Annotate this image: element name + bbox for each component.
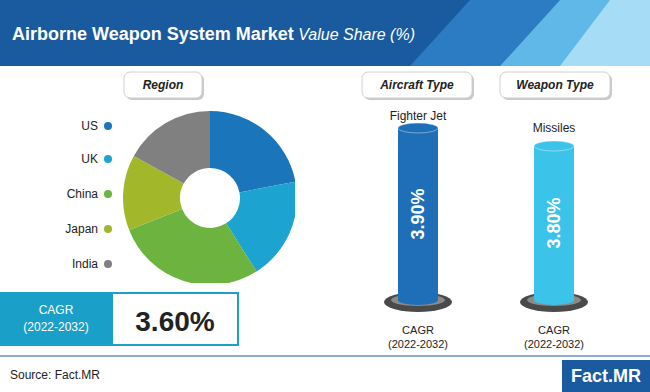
svg-text:Weapon Type: Weapon Type	[516, 78, 594, 92]
svg-text:Japan: Japan	[65, 222, 98, 236]
svg-text:CAGR: CAGR	[39, 303, 74, 317]
svg-text:(2022-2032): (2022-2032)	[524, 338, 584, 350]
svg-text:Fact.MR: Fact.MR	[571, 366, 641, 386]
svg-text:CAGR: CAGR	[402, 324, 434, 336]
svg-text:(2022-2032): (2022-2032)	[23, 320, 88, 334]
svg-text:UK: UK	[81, 152, 98, 166]
svg-text:3.80%: 3.80%	[544, 197, 564, 248]
svg-text:China: China	[67, 187, 99, 201]
svg-text:Missiles: Missiles	[533, 121, 576, 135]
svg-text:Source: Fact.MR: Source: Fact.MR	[10, 368, 100, 382]
svg-text:Region: Region	[143, 78, 184, 92]
svg-text:India: India	[72, 257, 98, 271]
svg-text:3.60%: 3.60%	[135, 306, 214, 337]
svg-text:Airborne Weapon System Market: Airborne Weapon System Market Value Shar…	[12, 24, 415, 44]
svg-text:US: US	[81, 119, 98, 133]
svg-text:CAGR: CAGR	[538, 324, 570, 336]
svg-text:(2022-2032): (2022-2032)	[388, 338, 448, 350]
svg-text:3.90%: 3.90%	[408, 188, 428, 239]
svg-text:Aircraft Type: Aircraft Type	[379, 78, 454, 92]
svg-text:Fighter Jet: Fighter Jet	[390, 109, 447, 123]
